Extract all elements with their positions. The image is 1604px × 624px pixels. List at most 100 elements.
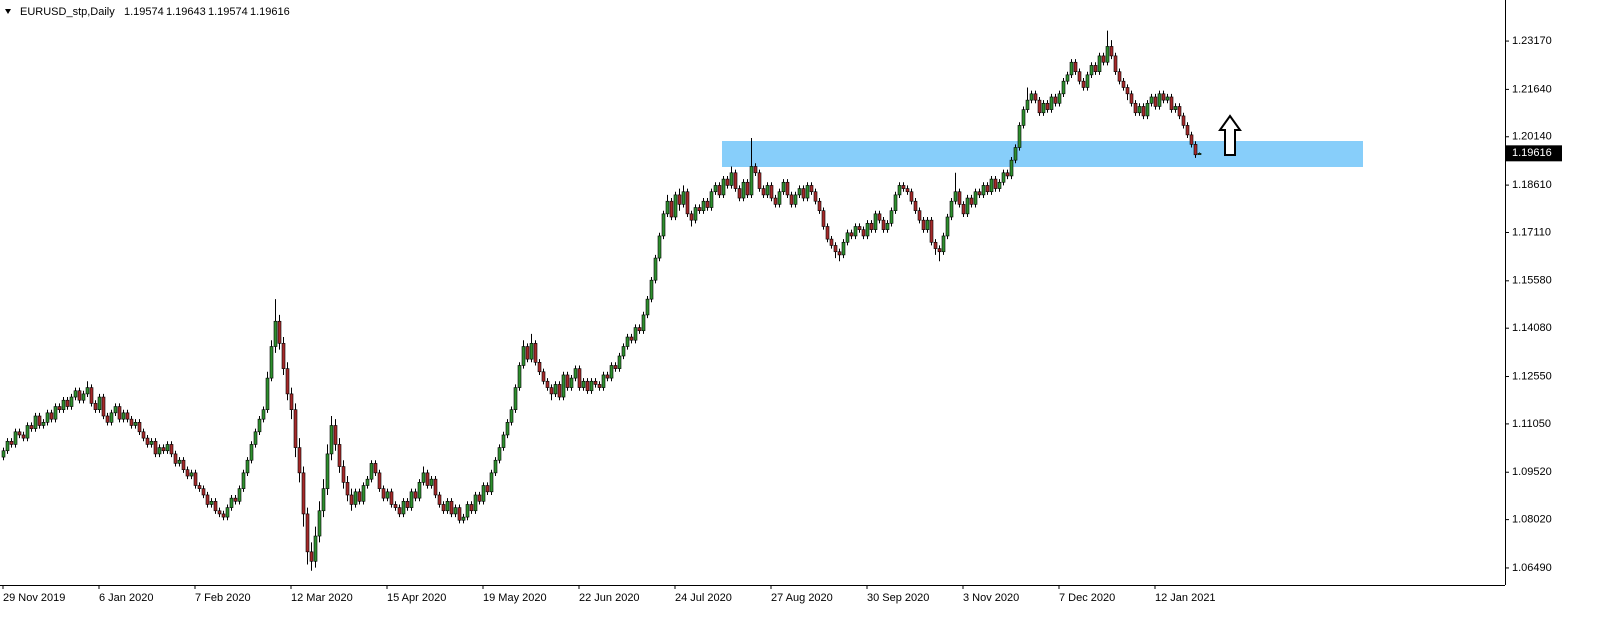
candle-body [65, 399, 70, 407]
candle-body [781, 181, 786, 193]
candle-body [245, 459, 250, 474]
candle-body [97, 396, 102, 410]
candle-body [197, 485, 202, 489]
candle-body [549, 387, 554, 395]
candle-body [1173, 106, 1178, 110]
candle-body [1045, 102, 1050, 110]
candle-body [85, 387, 90, 395]
candle-body [405, 500, 410, 508]
candle-body [573, 368, 578, 379]
candle-body [69, 396, 74, 407]
candle-body [821, 210, 826, 227]
candle-body [457, 507, 462, 521]
candle-body [285, 368, 290, 395]
candle-body [969, 197, 974, 205]
candle-body [37, 415, 42, 426]
candle-body [941, 235, 946, 253]
candle-body [365, 478, 370, 486]
candle-body [897, 185, 902, 196]
candle-body [17, 431, 22, 436]
candle-body [541, 371, 546, 382]
candle-body [557, 384, 562, 398]
support-resistance-zone [722, 141, 1363, 167]
y-tick-label: 1.12550 [1512, 370, 1552, 382]
candle-body [997, 181, 1002, 189]
candle-body [609, 365, 614, 379]
candle-body [425, 472, 430, 486]
candle-body [509, 409, 514, 423]
candle-body [889, 210, 894, 224]
candle-body [101, 396, 106, 417]
candle-body [461, 516, 466, 521]
candle-body [77, 390, 82, 401]
candle-body [725, 178, 730, 186]
x-tick-label: 19 May 2020 [483, 592, 547, 604]
candle-body [801, 188, 806, 199]
candle-body [333, 425, 338, 445]
candle-body [1117, 71, 1122, 82]
candle-body [829, 238, 834, 246]
x-tick-label: 24 Jul 2020 [675, 592, 732, 604]
candle-body [1193, 144, 1198, 156]
candle-body [161, 447, 166, 452]
candle-body [585, 380, 590, 392]
candle-body [117, 406, 122, 420]
candle-body [473, 494, 478, 512]
candle-body [673, 194, 678, 218]
candle-body [481, 485, 486, 502]
candle-body [301, 472, 306, 515]
candle-body [345, 482, 350, 496]
candle-body [381, 488, 386, 499]
candle-body [1025, 99, 1030, 110]
candle-body [909, 191, 914, 202]
y-tick-label: 1.18610 [1512, 179, 1552, 191]
candle-body [825, 226, 830, 240]
ohlc-low: 1.19574 [208, 6, 248, 18]
candle-body [921, 219, 926, 230]
candle-body [113, 406, 118, 414]
candle-body [881, 219, 886, 230]
candle-body [1133, 102, 1138, 114]
candle-body [893, 194, 898, 211]
candle-body [397, 507, 402, 515]
candle-body [13, 431, 18, 445]
candle-body [497, 447, 502, 461]
candle-body [797, 188, 802, 196]
candle-body [1125, 87, 1130, 95]
candle-body [501, 434, 506, 448]
candle-body [293, 409, 298, 448]
candle-body [261, 409, 266, 420]
candle-body [1097, 55, 1102, 73]
candle-body [153, 440, 158, 455]
candle-body [645, 298, 650, 316]
candle-body [1093, 65, 1098, 73]
candle-body [309, 551, 314, 562]
candle-body [1081, 80, 1086, 88]
candle-body [569, 377, 574, 388]
candle-body [277, 320, 282, 344]
candle-body [965, 197, 970, 215]
candle-body [377, 472, 382, 489]
up-arrow [1218, 114, 1242, 156]
candle-body [793, 194, 798, 205]
candle-body [237, 488, 242, 502]
candle-body [5, 440, 10, 452]
drawing-objects [722, 114, 1363, 167]
candle-body [1001, 172, 1006, 183]
x-tick-label: 6 Jan 2020 [99, 592, 153, 604]
candle-body [1149, 96, 1154, 104]
candle-body [1165, 96, 1170, 101]
candle-body [877, 213, 882, 221]
candle-body [373, 463, 378, 474]
candle-body [765, 185, 770, 196]
candle-body [41, 422, 46, 426]
candle-body [265, 377, 270, 410]
candle-body [329, 425, 334, 455]
candle-body [841, 241, 846, 256]
candle-body [1013, 147, 1018, 161]
x-tick-label: 30 Sep 2020 [867, 592, 929, 604]
candle-body [729, 172, 734, 186]
candle-body [141, 431, 146, 439]
candle-body [421, 472, 426, 483]
